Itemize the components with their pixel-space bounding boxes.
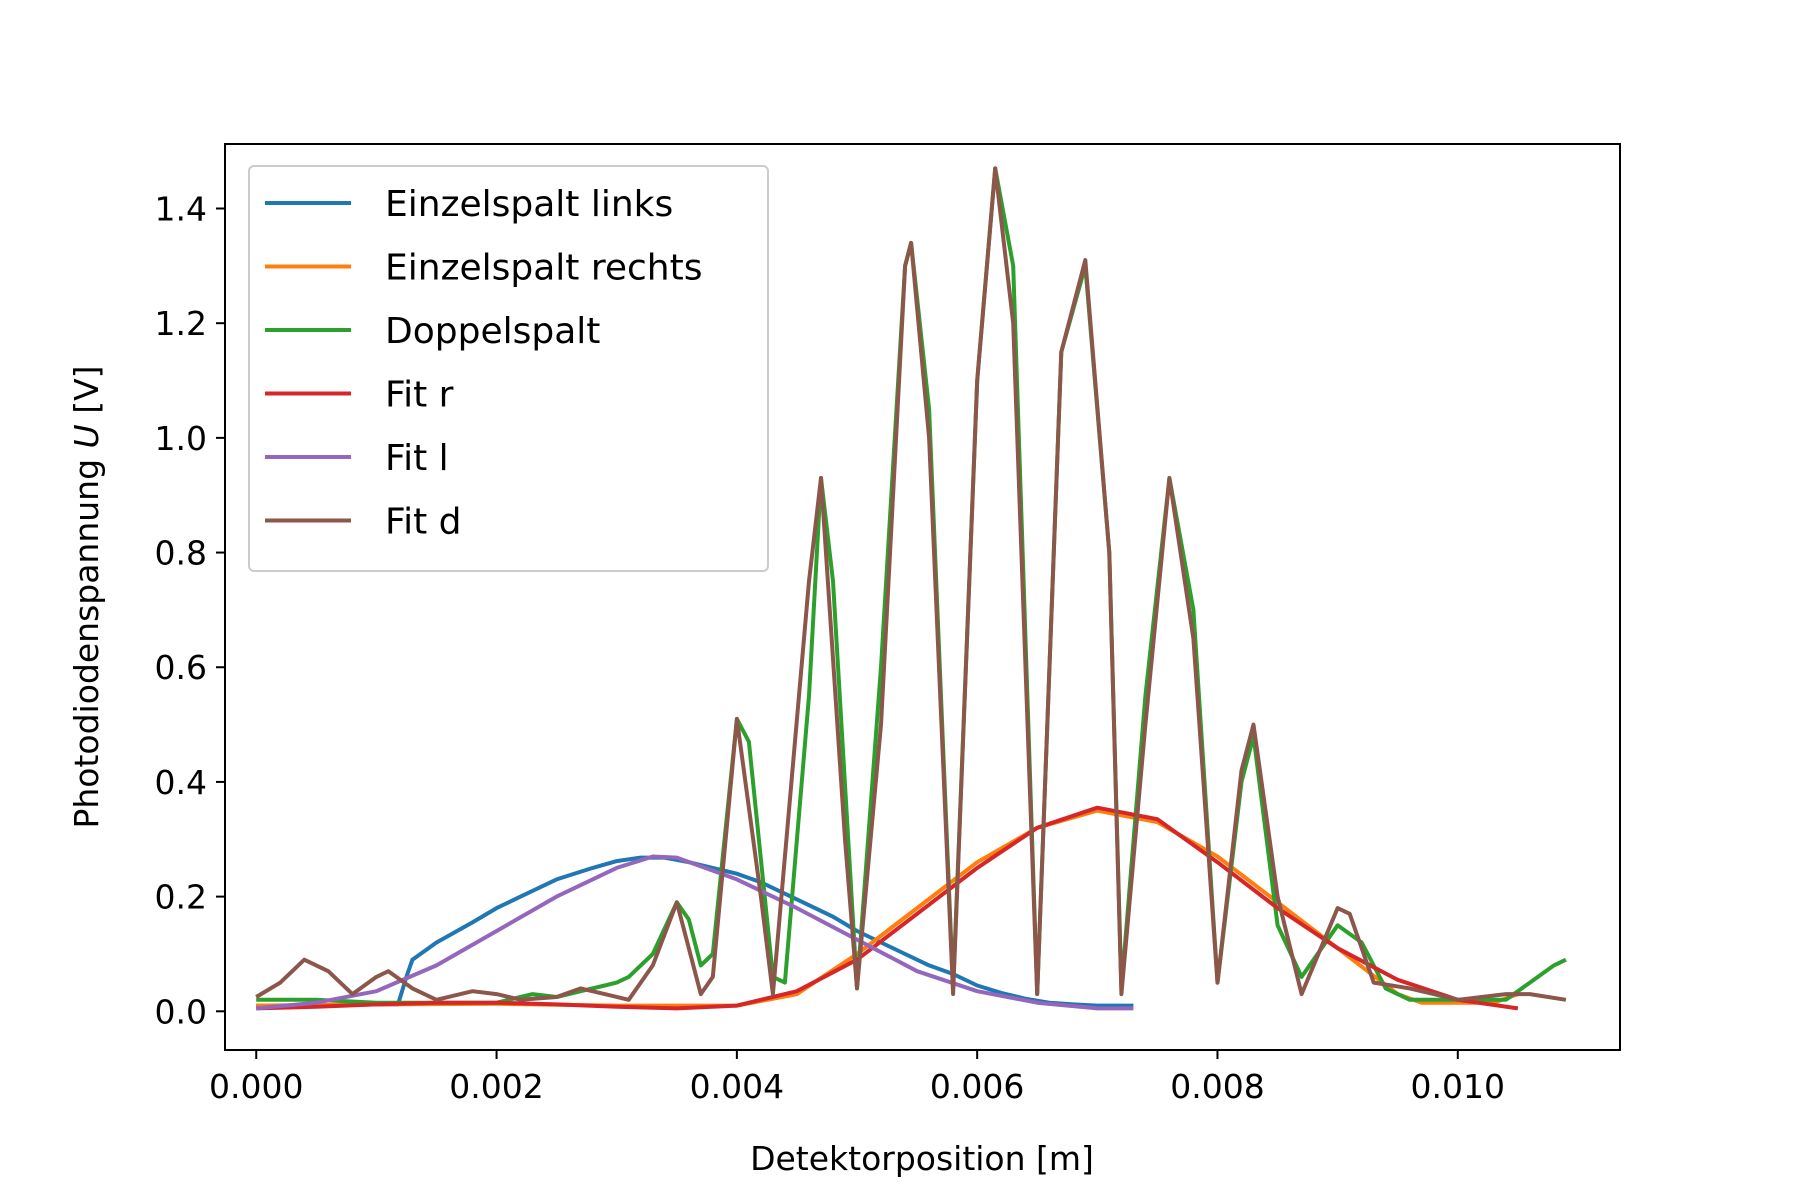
- legend-label: Fit d: [385, 502, 462, 543]
- y-tick-label: 0.8: [155, 534, 207, 573]
- y-tick-label: 1.4: [155, 190, 207, 229]
- axes-frame: [224, 143, 1621, 1051]
- legend-frame: [248, 165, 769, 572]
- y-axis-label: Photodiodenspannung U [V]: [67, 365, 106, 828]
- y-tick-label: 0.2: [155, 878, 207, 917]
- legend-label: Fit l: [385, 438, 449, 479]
- legend-label: Einzelspalt rechts: [385, 248, 702, 289]
- legend: Einzelspalt links Einzelspalt rechts Doppe…: [248, 165, 769, 572]
- legend-label: Fit r: [385, 375, 454, 416]
- x-tick-label: 0.006: [930, 1067, 1024, 1106]
- y-tick-label: 1.2: [155, 304, 207, 343]
- series-line-fit-l: [256, 854, 1134, 1011]
- series-line-einzelspalt-links: [256, 855, 1134, 1008]
- series-line-fit-d: [255, 166, 1567, 1002]
- series-layer: [255, 166, 1567, 1011]
- x-tick-label: 0.002: [449, 1067, 543, 1106]
- series-line-fit-r: [256, 805, 1519, 1011]
- legend-label: Einzelspalt links: [385, 184, 673, 225]
- y-tick-label: 0.4: [155, 763, 207, 802]
- y-axis-label-suffix: [V]: [67, 365, 106, 424]
- y-axis-label-variable: U: [67, 424, 106, 448]
- y-tick-label: 1.0: [155, 419, 207, 458]
- x-tick-label: 0.000: [209, 1067, 303, 1106]
- y-axis: 0.0 0.2 0.4 0.6 0.8 1.0 1.2 1.4: [155, 190, 225, 1031]
- legend-label: Doppelspalt: [385, 311, 600, 352]
- x-tick-label: 0.008: [1170, 1067, 1264, 1106]
- x-axis-label: Detektorposition [m]: [750, 1139, 1094, 1178]
- x-axis: 0.000 0.002 0.004 0.006 0.008 0.010: [209, 1050, 1505, 1106]
- y-tick-label: 0.6: [155, 648, 207, 687]
- y-tick-label: 0.0: [155, 992, 207, 1031]
- y-axis-label-prefix: Photodiodenspannung: [67, 448, 106, 828]
- x-tick-label: 0.010: [1411, 1067, 1505, 1106]
- x-tick-label: 0.004: [690, 1067, 784, 1106]
